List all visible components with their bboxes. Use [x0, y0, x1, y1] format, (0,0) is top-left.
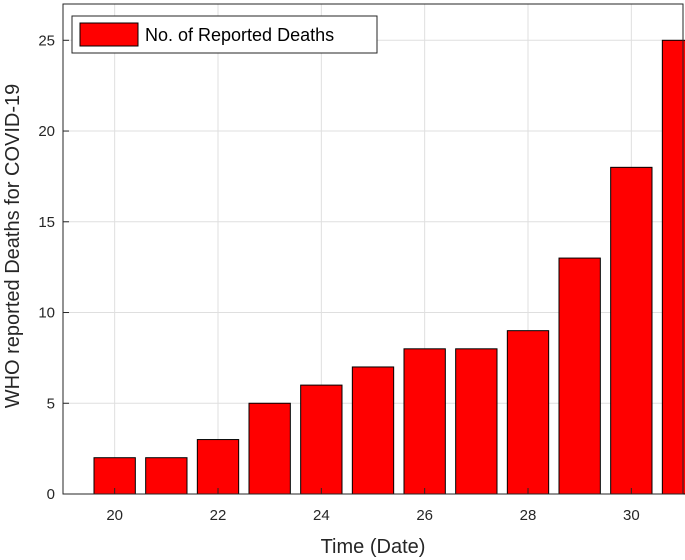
bar-29 [558, 257, 601, 495]
x-tick-label: 22 [210, 507, 227, 524]
y-tick-label: 25 [38, 32, 55, 49]
bar-28 [506, 330, 550, 495]
x-axis-ticks: 20 22 24 26 28 30 [106, 488, 640, 524]
y-tick-label: 15 [38, 214, 55, 231]
x-axis-label: Time (Date) [321, 536, 426, 558]
y-tick-label: 5 [47, 395, 55, 412]
y-axis-label: WHO reported Deaths for COVID-19 [2, 84, 24, 409]
y-tick-label: 20 [38, 123, 55, 140]
y-tick-label: 0 [47, 486, 55, 503]
legend-entry: No. of Reported Deaths [145, 25, 334, 45]
bar-25 [351, 366, 395, 495]
x-tick-label: 30 [623, 507, 640, 524]
plot-frame [62, 3, 684, 495]
x-tick-label: 28 [520, 507, 537, 524]
bars [93, 39, 685, 495]
bar-30 [610, 166, 653, 495]
x-tick-label: 20 [106, 507, 123, 524]
x-tick-label: 24 [313, 507, 330, 524]
legend: No. of Reported Deaths [71, 15, 378, 54]
bar-31 [661, 39, 685, 495]
y-tick-label: 10 [38, 305, 55, 322]
bar-20 [93, 457, 136, 495]
bar-26 [403, 348, 446, 495]
bar-21 [145, 457, 188, 495]
bar-24 [300, 384, 343, 495]
bar-27 [455, 348, 498, 495]
bar-22 [196, 439, 240, 495]
x-tick-label: 26 [416, 507, 433, 524]
bar-23 [248, 402, 291, 495]
y-axis-ticks: 0 5 10 15 20 25 [38, 32, 69, 503]
legend-swatch [79, 22, 139, 47]
